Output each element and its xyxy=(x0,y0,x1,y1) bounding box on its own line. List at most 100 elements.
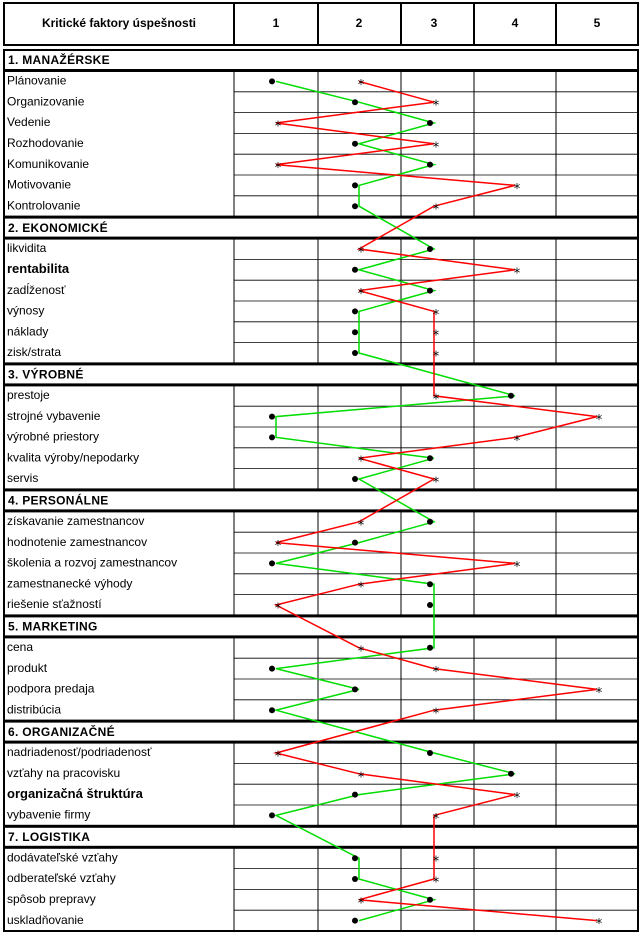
data-point-star: * xyxy=(433,707,440,722)
factor-label: hodnotenie zamestnancov xyxy=(7,535,147,549)
data-point-star: * xyxy=(358,896,365,911)
data-point-dot xyxy=(427,246,433,252)
data-point-dot xyxy=(352,182,358,189)
data-point-star: * xyxy=(275,161,282,176)
data-point-star: * xyxy=(433,392,440,407)
header-row xyxy=(3,2,639,46)
data-point-star: * xyxy=(433,812,440,827)
data-point-star: * xyxy=(596,917,603,932)
data-point-star: * xyxy=(596,686,603,701)
data-point-dot xyxy=(352,140,358,147)
data-point-dot xyxy=(352,99,358,106)
tick-label-5: 5 xyxy=(594,16,601,30)
data-point-dot xyxy=(508,392,514,399)
factor-label: riešenie sťažností xyxy=(7,597,102,611)
data-point-star: * xyxy=(514,266,521,281)
data-point-star: * xyxy=(514,434,521,449)
data-point-dot xyxy=(427,120,433,126)
section-title: 5. MARKETING xyxy=(8,620,98,634)
factor-label: Rozhodovanie xyxy=(7,136,84,150)
factor-label: zamestnanecké výhody xyxy=(7,576,132,590)
factor-label: uskladňovanie xyxy=(7,913,84,927)
factor-label: Kontrolovanie xyxy=(7,198,81,212)
factor-label: zadĺženosť xyxy=(7,282,66,297)
section-title: 6. ORGANIZAČNÉ xyxy=(8,724,115,739)
data-point-dot xyxy=(352,476,358,482)
data-point-dot xyxy=(427,896,433,903)
section-header xyxy=(3,489,639,512)
data-point-star: * xyxy=(275,750,282,765)
factor-label: strojné vybavenie xyxy=(7,409,101,423)
data-point-star: * xyxy=(433,203,440,218)
factor-label: náklady xyxy=(7,324,48,338)
factor-label: cena xyxy=(7,640,33,654)
data-point-star: * xyxy=(358,78,365,93)
data-point-dot xyxy=(352,329,358,336)
factor-label: zisk/strata xyxy=(7,345,61,359)
factor-label: nadriadenosť/podriadenosť xyxy=(7,745,152,759)
factor-label: rentabilita xyxy=(7,261,70,276)
factor-label: kvalita výroby/nepodarky xyxy=(7,450,139,464)
factor-label: získavanie zamestnancov xyxy=(7,514,144,528)
data-point-dot xyxy=(352,350,358,356)
factor-label: Plánovanie xyxy=(7,74,67,88)
data-point-star: * xyxy=(433,476,440,491)
data-point-star: * xyxy=(596,413,603,428)
data-point-star: * xyxy=(433,99,440,114)
data-point-star: * xyxy=(433,855,440,870)
data-point-dot xyxy=(269,707,275,714)
factor-label: podpora predaja xyxy=(7,682,95,696)
data-point-star: * xyxy=(275,602,282,617)
data-point-dot xyxy=(352,686,358,693)
section-header xyxy=(3,615,639,638)
data-point-dot xyxy=(352,539,358,546)
data-point-dot xyxy=(352,266,358,273)
section-title: 1. MANAŽÉRSKE xyxy=(8,52,110,67)
data-point-star: * xyxy=(358,770,365,785)
data-point-dot xyxy=(269,413,275,420)
data-point-star: * xyxy=(358,287,365,302)
data-point-star: * xyxy=(275,539,282,554)
data-point-star: * xyxy=(433,665,440,680)
section-title: 4. PERSONÁLNE xyxy=(8,493,109,508)
data-point-star: * xyxy=(433,329,440,344)
factor-label: Vedenie xyxy=(7,115,51,129)
data-point-dot xyxy=(427,161,433,168)
factor-label: likvidita xyxy=(7,241,47,255)
factor-label: Organizovanie xyxy=(7,94,85,108)
data-point-star: * xyxy=(433,140,440,155)
data-point-star: * xyxy=(358,518,365,533)
data-point-dot xyxy=(269,78,275,85)
section-header xyxy=(3,363,639,386)
data-point-star: * xyxy=(433,350,440,365)
data-point-dot xyxy=(427,287,433,294)
factor-label: dodávateľské vzťahy xyxy=(7,850,118,864)
tick-label-3: 3 xyxy=(431,16,438,30)
factor-label: distribúcia xyxy=(7,702,61,716)
factor-label: vybavenie firmy xyxy=(7,808,90,822)
factor-label: Motivovanie xyxy=(7,178,71,192)
section-body xyxy=(3,846,639,932)
data-point-dot xyxy=(508,770,514,777)
series-line-red xyxy=(273,80,598,922)
data-point-dot xyxy=(427,750,433,756)
data-point-star: * xyxy=(514,560,521,575)
factor-label: organizačná štruktúra xyxy=(7,786,144,801)
tick-label-4: 4 xyxy=(512,16,519,30)
factor-label: vzťahy na pracovisku xyxy=(7,766,120,780)
section-title: 3. VÝROBNÉ xyxy=(8,367,84,382)
factor-label: prestoje xyxy=(7,388,50,402)
tick-label-1: 1 xyxy=(273,16,280,30)
data-point-star: * xyxy=(358,644,365,659)
data-point-star: * xyxy=(433,876,440,891)
data-point-star: * xyxy=(358,455,365,470)
data-point-star: * xyxy=(275,120,282,135)
data-point-dot xyxy=(352,855,358,862)
data-point-dot xyxy=(427,518,433,525)
section-body xyxy=(3,384,639,491)
data-point-dot xyxy=(352,308,358,315)
factor-label: školenia a rozvoj zamestnancov xyxy=(7,556,177,570)
data-point-star: * xyxy=(514,182,521,197)
data-point-dot xyxy=(427,644,433,651)
